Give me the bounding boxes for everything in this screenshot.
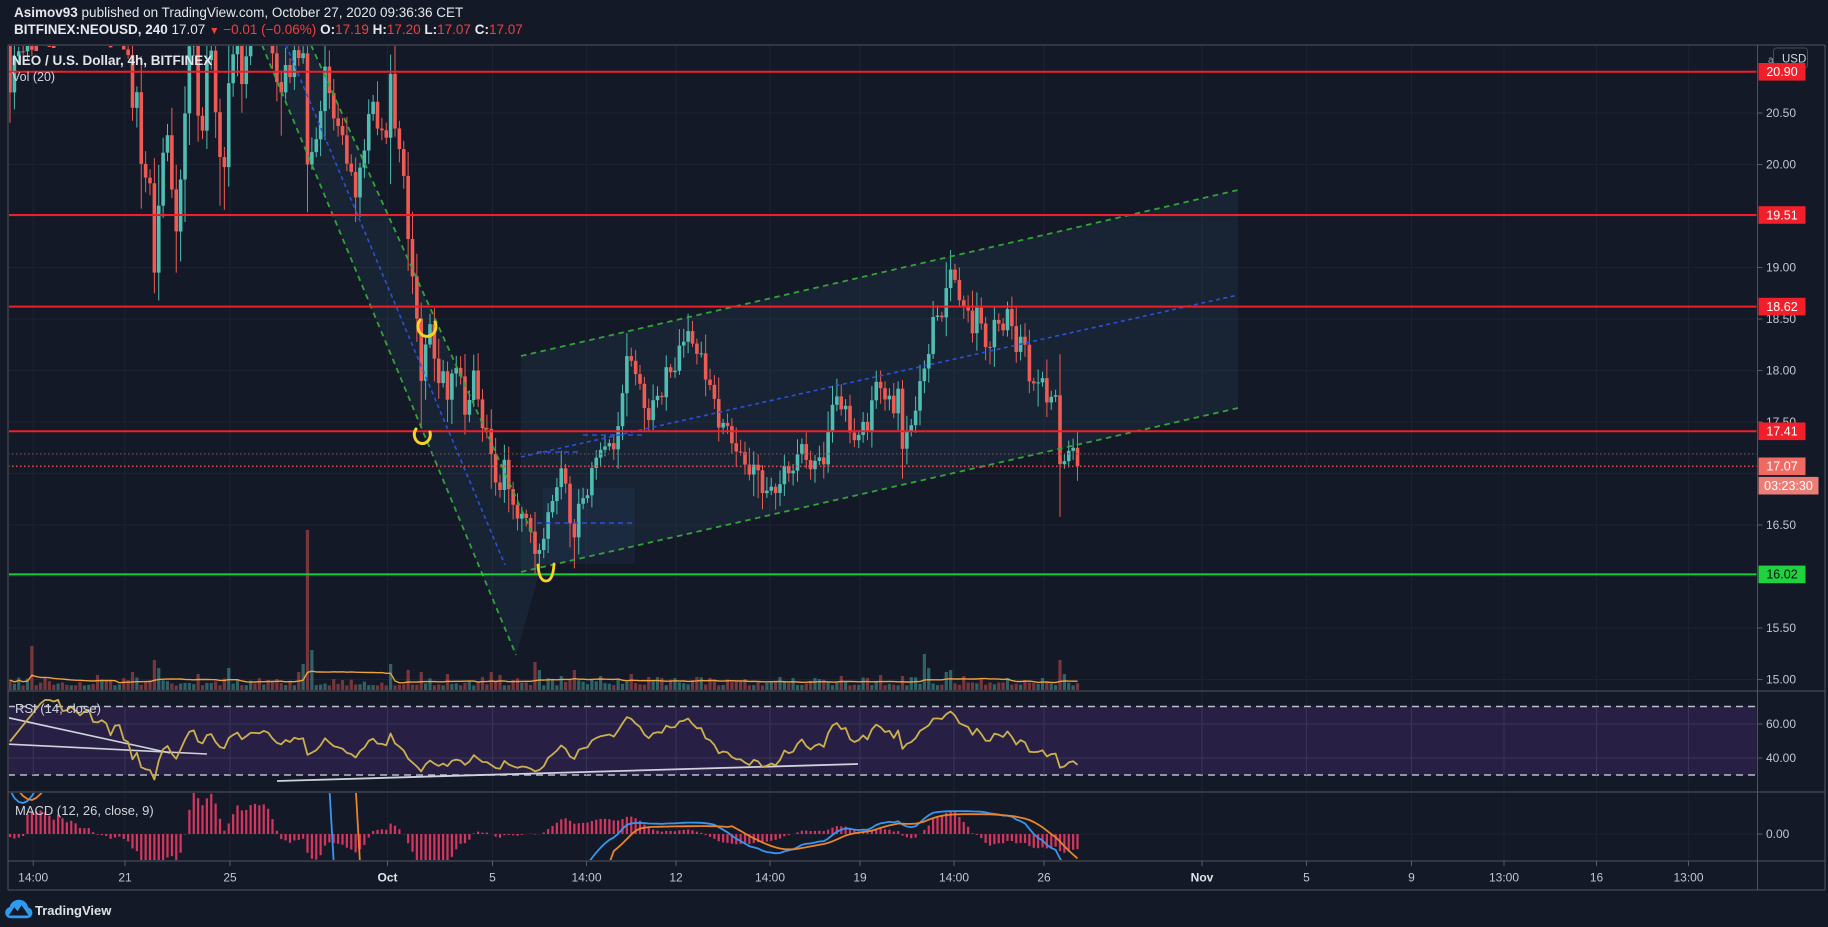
svg-text:USD: USD — [1782, 54, 1806, 66]
svg-text:Vol (20): Vol (20) — [12, 70, 55, 84]
svg-text:25: 25 — [223, 871, 237, 885]
svg-text:BITFINEX:NEOUSD, 240 17.07 ▼ −: BITFINEX:NEOUSD, 240 17.07 ▼ −0.01 (−0.0… — [14, 22, 523, 37]
svg-text:16.02: 16.02 — [1766, 568, 1797, 582]
svg-text:03:23:30: 03:23:30 — [1764, 479, 1813, 493]
svg-text:13:00: 13:00 — [1673, 871, 1703, 885]
svg-text:9: 9 — [1408, 871, 1415, 885]
svg-text:Oct: Oct — [377, 871, 397, 885]
svg-text:17.41: 17.41 — [1766, 425, 1797, 439]
svg-text:14:00: 14:00 — [939, 871, 969, 885]
svg-text:15.00: 15.00 — [1766, 673, 1796, 687]
svg-text:26: 26 — [1037, 871, 1051, 885]
svg-text:a: a — [1768, 55, 1774, 66]
svg-text:19: 19 — [853, 871, 867, 885]
svg-text:16: 16 — [1590, 871, 1604, 885]
svg-text:60.00: 60.00 — [1766, 717, 1796, 731]
svg-text:5: 5 — [1303, 871, 1310, 885]
svg-text:19.51: 19.51 — [1766, 208, 1797, 222]
svg-text:NEO / U.S. Dollar, 4h, BITFINE: NEO / U.S. Dollar, 4h, BITFINEX — [12, 53, 212, 68]
svg-text:15.50: 15.50 — [1766, 621, 1796, 635]
svg-text:MACD (12, 26, close, 9): MACD (12, 26, close, 9) — [15, 803, 154, 818]
svg-text:19.00: 19.00 — [1766, 261, 1796, 275]
svg-text:14:00: 14:00 — [571, 871, 601, 885]
svg-text:20.50: 20.50 — [1766, 106, 1796, 120]
svg-text:17.07: 17.07 — [1766, 460, 1797, 474]
svg-text:18.00: 18.00 — [1766, 364, 1796, 378]
svg-text:16.50: 16.50 — [1766, 518, 1796, 532]
svg-text:0.00: 0.00 — [1766, 827, 1790, 841]
svg-text:18.50: 18.50 — [1766, 312, 1796, 326]
svg-text:14:00: 14:00 — [18, 871, 48, 885]
svg-text:20.90: 20.90 — [1766, 65, 1797, 79]
svg-text:40.00: 40.00 — [1766, 751, 1796, 765]
svg-text:14:00: 14:00 — [755, 871, 785, 885]
svg-text:RSI (14, close): RSI (14, close) — [15, 701, 101, 716]
svg-text:13:00: 13:00 — [1489, 871, 1519, 885]
svg-text:18.62: 18.62 — [1766, 300, 1797, 314]
svg-text:Nov: Nov — [1191, 871, 1214, 885]
svg-text:Asimov93 published on TradingV: Asimov93 published on TradingView.com, O… — [14, 5, 463, 20]
svg-text:5: 5 — [489, 871, 496, 885]
svg-text:20.00: 20.00 — [1766, 158, 1796, 172]
svg-text:12: 12 — [669, 871, 683, 885]
svg-text:21: 21 — [118, 871, 132, 885]
svg-text:TradingView: TradingView — [35, 903, 112, 918]
